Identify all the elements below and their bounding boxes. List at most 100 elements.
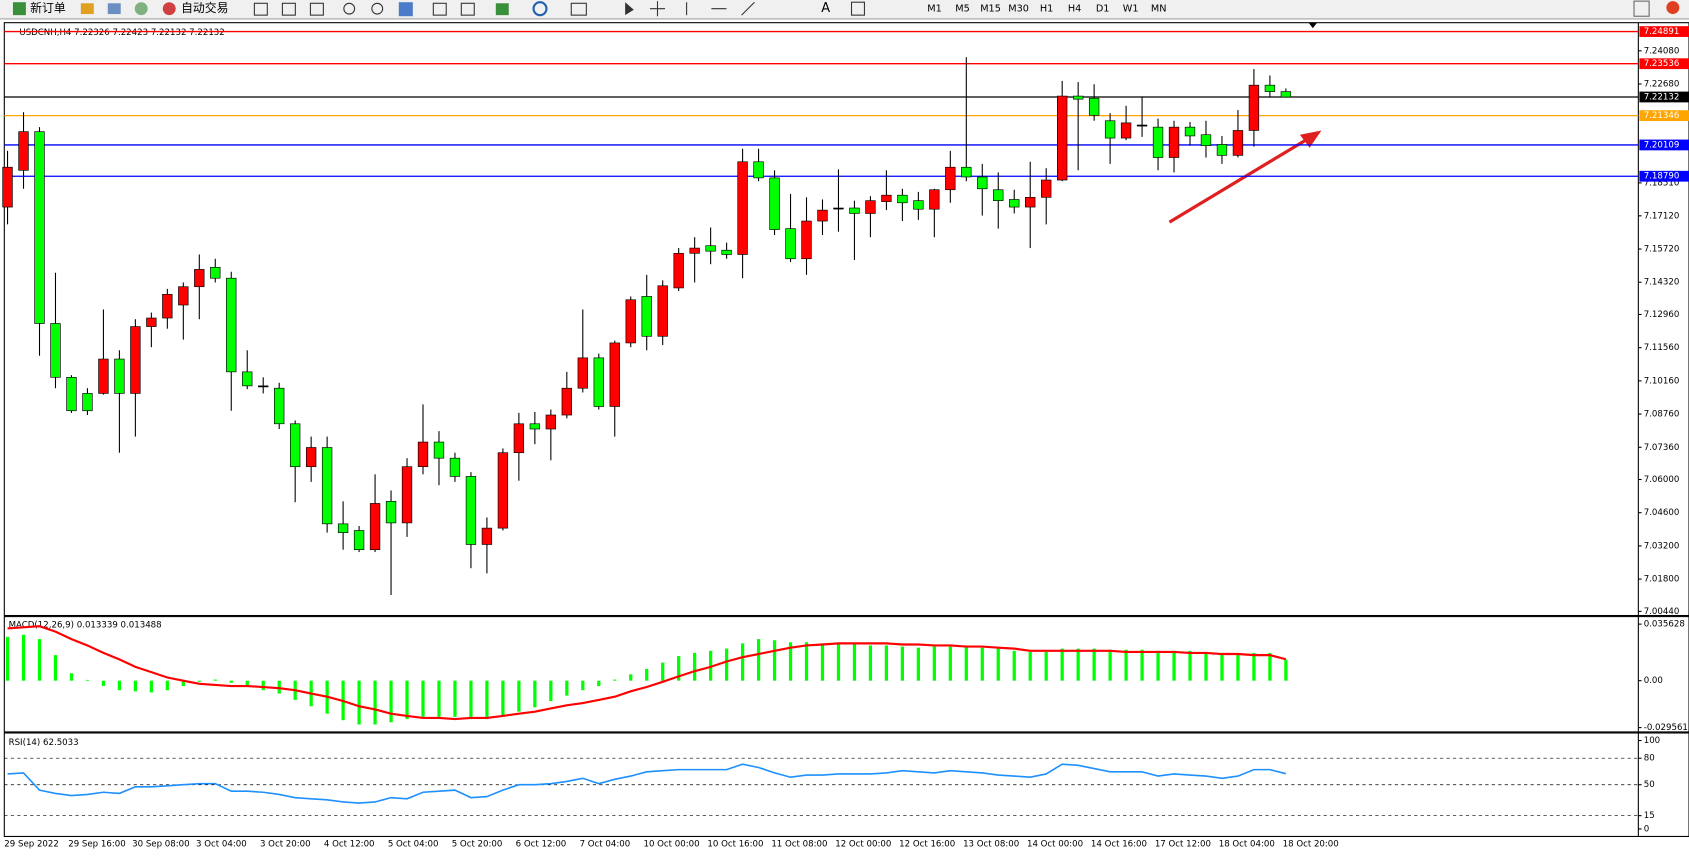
- x-tick-label: 18 Oct 04:00: [1219, 840, 1275, 850]
- timeframe-button[interactable]: M30: [1008, 4, 1029, 15]
- candle-body: [2, 166, 13, 208]
- macd-signal: [7, 625, 1287, 721]
- line-tools[interactable]: [686, 1, 755, 16]
- toolbar-icon[interactable]: [107, 3, 121, 15]
- x-tick-label: 14 Oct 00:00: [1027, 840, 1083, 850]
- y-tick-label: 7.01800: [1644, 575, 1680, 585]
- candle-body: [433, 441, 445, 459]
- y-tick-label: -0.029561: [1644, 723, 1688, 733]
- macd-bar: [21, 634, 26, 681]
- macd-bar: [629, 674, 633, 681]
- x-tick-label: 18 Oct 20:00: [1283, 840, 1339, 850]
- toolbar-icon[interactable]: [309, 2, 324, 16]
- macd-bar: [980, 647, 984, 681]
- macd-bar: [453, 680, 457, 717]
- candle-body: [721, 249, 732, 255]
- timeframe-button[interactable]: W1: [1123, 4, 1139, 15]
- label-tool[interactable]: [850, 1, 865, 16]
- y-tick-label: 7.11560: [1644, 343, 1680, 353]
- macd-bar: [405, 680, 409, 720]
- notification-icon[interactable]: [1666, 1, 1680, 15]
- toolbar-icon[interactable]: [570, 2, 587, 16]
- toolbar: 新订单 自动交易 A M1 M5 M15 M30 H1 H4 D1 W1 MN: [0, 0, 1689, 20]
- x-tick-label: 10 Oct 00:00: [643, 840, 699, 850]
- timeframe-button[interactable]: D1: [1096, 4, 1110, 15]
- candle-body: [369, 503, 381, 551]
- macd-bar: [724, 648, 729, 681]
- macd-bar: [517, 680, 521, 712]
- toolbar-icon[interactable]: [460, 2, 475, 16]
- price-level-label: 7.23536: [1644, 59, 1680, 69]
- candle-body: [98, 358, 109, 394]
- macd-bar: [788, 642, 793, 681]
- macd-bar: [1028, 651, 1032, 681]
- crosshair-tool[interactable]: [649, 1, 666, 17]
- zoom-in[interactable]: [343, 2, 356, 15]
- macd-bar: [581, 680, 585, 691]
- price-level-label: 7.21346: [1644, 111, 1680, 121]
- macd-bar: [501, 680, 505, 717]
- candle-body: [289, 423, 301, 468]
- x-tick-label: 3 Oct 20:00: [260, 840, 311, 850]
- macd-bar: [1012, 650, 1016, 681]
- candle-body: [130, 326, 141, 394]
- toolbar-icon[interactable]: [253, 2, 268, 16]
- annotation-arrow: [1168, 134, 1314, 224]
- candle-body: [1152, 126, 1164, 158]
- candle-body: [705, 245, 716, 252]
- y-tick-label: 7.08760: [1644, 410, 1680, 420]
- timeframe-button[interactable]: MN: [1151, 4, 1167, 15]
- macd-bar: [53, 655, 58, 681]
- new-order-button[interactable]: 新订单: [30, 1, 66, 15]
- macd-bar: [117, 680, 122, 691]
- auto-trading-button[interactable]: 自动交易: [181, 1, 228, 15]
- candle-body: [337, 523, 349, 533]
- y-tick-label: 7.18510: [1644, 178, 1680, 188]
- macd-bar: [5, 636, 10, 681]
- timeframe-button[interactable]: M5: [955, 4, 970, 15]
- candle-body: [1168, 126, 1180, 158]
- toolbar-icon[interactable]: [432, 2, 447, 16]
- toolbar-icon[interactable]: [80, 3, 94, 15]
- candle-body: [817, 209, 828, 222]
- new-order-icon[interactable]: [12, 2, 26, 16]
- x-tick-label: 3 Oct 04:00: [196, 840, 247, 850]
- macd-bar: [772, 640, 777, 681]
- candle-body: [1216, 144, 1228, 156]
- cursor-tool[interactable]: [625, 2, 634, 16]
- macd-bar: [693, 652, 697, 681]
- candle-body: [1104, 120, 1116, 139]
- x-tick-label: 5 Oct 20:00: [452, 840, 503, 850]
- candle-body: [449, 457, 461, 477]
- timeframe-button[interactable]: H4: [1068, 4, 1081, 15]
- macd-bar: [868, 645, 873, 681]
- y-tick-label: 7.00440: [1644, 607, 1680, 617]
- timeframe-button[interactable]: M15: [980, 4, 1001, 15]
- candle-body: [258, 385, 269, 388]
- toolbar-bg: [0, 0, 1689, 19]
- candle-body: [18, 131, 29, 171]
- macd-bar: [1092, 648, 1096, 681]
- y-tick-label: 7.12960: [1644, 310, 1680, 320]
- toolbar-icon[interactable]: [532, 1, 548, 17]
- toolbar-icon[interactable]: [398, 2, 413, 17]
- macd-bar: [948, 646, 952, 681]
- zoom-out[interactable]: [371, 2, 384, 15]
- candle-body: [1280, 91, 1292, 98]
- auto-trading-icon[interactable]: [162, 2, 176, 16]
- x-tick-label: 12 Oct 00:00: [835, 840, 891, 850]
- macd-bar: [181, 680, 185, 687]
- toolbar-icon[interactable]: [134, 2, 148, 16]
- price-level-tag: [1639, 139, 1689, 151]
- text-tool[interactable]: A: [821, 1, 830, 16]
- macd-bar: [69, 673, 74, 681]
- macd-bar: [964, 645, 968, 681]
- toolbar-icon[interactable]: [281, 2, 296, 16]
- price-level-tag: [1639, 170, 1689, 182]
- toolbar-icon[interactable]: [495, 3, 509, 16]
- timeframe-button[interactable]: H1: [1040, 4, 1053, 15]
- macd-bar: [533, 680, 537, 708]
- timeframe-button[interactable]: M1: [927, 4, 942, 15]
- search-icon[interactable]: [1633, 0, 1650, 17]
